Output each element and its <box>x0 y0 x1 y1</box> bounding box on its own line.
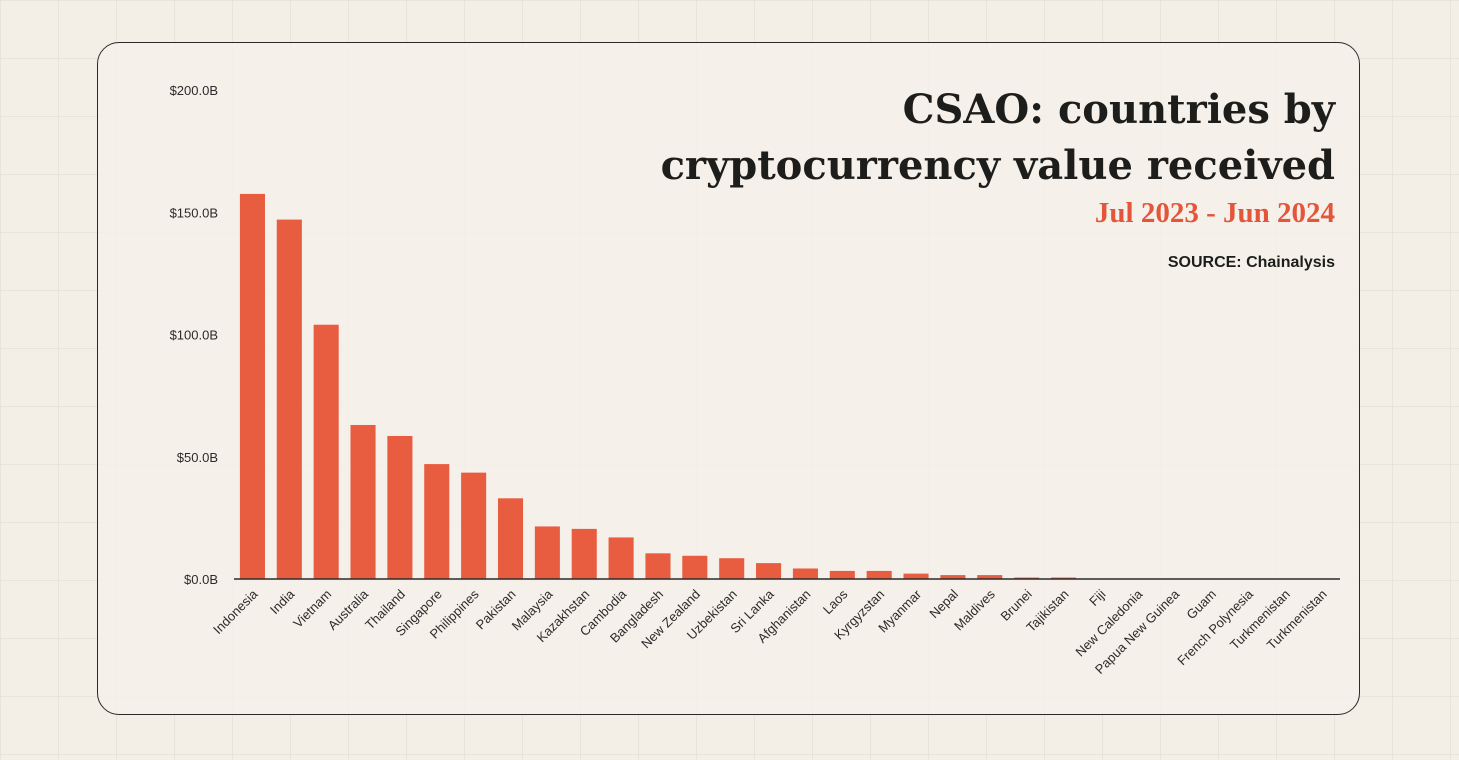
bar <box>866 570 892 579</box>
title-line-1: CSAO: countries by <box>902 86 1335 133</box>
x-tick-label: Fiji <box>1086 586 1108 608</box>
chart-title: CSAO: countries by cryptocurrency value … <box>575 82 1335 194</box>
bar <box>608 537 634 579</box>
x-tick-label: Maldives <box>951 586 998 633</box>
x-tick-label: Nepal <box>926 586 961 621</box>
chart-card <box>97 42 1360 715</box>
bar <box>461 472 487 579</box>
bar <box>497 498 524 579</box>
bar <box>682 555 708 579</box>
x-tick-label: Indonesia <box>210 586 261 637</box>
bar <box>903 573 929 579</box>
y-tick-label: $50.0B <box>177 450 218 465</box>
y-tick-label: $200.0B <box>170 83 218 98</box>
y-axis: $0.0B $50.0B $100.0B $150.0B $200.0B <box>170 83 218 587</box>
bar <box>534 526 560 579</box>
x-tick-label: Australia <box>325 586 372 633</box>
y-tick-label: $0.0B <box>184 572 218 587</box>
bar <box>829 570 855 579</box>
bar <box>350 424 376 579</box>
x-tick-label: Laos <box>820 586 851 617</box>
x-axis: Indonesia IndiaVietnamAustraliaThailandSi… <box>210 586 1330 677</box>
title-line-2: cryptocurrency value received <box>660 142 1335 189</box>
bar <box>977 575 1003 579</box>
chart-subtitle: Jul 2023 - Jun 2024 <box>1094 197 1335 229</box>
bar <box>239 193 265 579</box>
bar-series <box>239 193 1335 579</box>
y-tick-label: $150.0B <box>170 205 218 220</box>
bar <box>424 464 450 579</box>
x-tick-label: India <box>267 586 298 617</box>
bar <box>571 528 597 579</box>
bar <box>387 435 413 579</box>
bar <box>276 219 302 579</box>
bar <box>940 575 966 579</box>
bar <box>645 553 671 579</box>
chart-source: SOURCE: Chainalysis <box>1167 254 1335 271</box>
bar <box>313 324 339 579</box>
y-tick-label: $100.0B <box>170 328 218 343</box>
bar <box>719 558 745 579</box>
bar <box>792 568 818 579</box>
bar <box>756 563 782 579</box>
